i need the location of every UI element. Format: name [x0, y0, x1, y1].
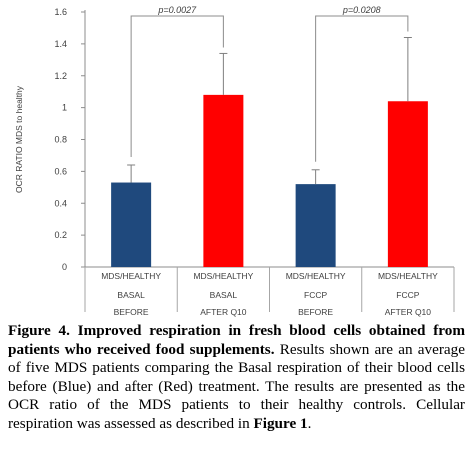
y-tick-label: 0.4: [54, 198, 67, 208]
x-category-label: AFTER Q10: [200, 307, 247, 317]
caption-figure-ref: Figure 1: [253, 414, 308, 432]
p-value-label: p=0.0208: [342, 5, 381, 15]
x-category-label: BEFORE: [298, 307, 333, 317]
bar: [295, 184, 336, 267]
y-tick-label: 1.6: [54, 7, 67, 17]
x-category-label: BEFORE: [114, 307, 149, 317]
y-tick-label: 0.2: [54, 230, 67, 240]
significance-bracket: [315, 15, 409, 162]
y-tick-label: 0.6: [54, 166, 67, 176]
x-category-label: BASAL: [210, 290, 238, 300]
x-category-label: AFTER Q10: [385, 307, 432, 317]
x-category-label: MDS/HEALTHY: [193, 271, 253, 281]
x-category-label: MDS/HEALTHY: [378, 271, 438, 281]
bar: [387, 101, 428, 267]
x-category-label: FCCP: [396, 290, 419, 300]
y-tick-label: 1.2: [54, 71, 67, 81]
significance-bracket: [130, 15, 224, 157]
y-tick-label: 0: [62, 262, 67, 272]
figure-caption: Figure 4. Improved respiration in fresh …: [8, 322, 465, 434]
bar-chart: 0 0.2 0.4 0.6 0.8 1 1.2 1.4 1.6 OCR RATIO MDS to …: [14, 5, 455, 317]
y-axis-label: OCR RATIO MDS to healthy: [14, 85, 24, 193]
x-category-label: BASAL: [117, 290, 145, 300]
y-tick-label: 0.8: [54, 135, 67, 145]
caption-end: .: [307, 414, 312, 432]
y-tick-label: 1.4: [54, 39, 67, 49]
chart: 0 0.2 0.4 0.6 0.8 1 1.2 1.4 1.6 OCR RATIO MDS to …: [14, 5, 455, 317]
x-category-label: MDS/HEALTHY: [101, 271, 161, 281]
y-tick-label: 1: [62, 103, 67, 113]
x-category-label: FCCP: [304, 290, 327, 300]
caption-body: Results shown are an average of five MDS…: [8, 340, 465, 432]
caption-title: Figure 4. Improved respiration in fresh …: [8, 322, 465, 358]
p-value-label: p=0.0027: [157, 5, 197, 15]
bar: [203, 94, 244, 267]
bar: [111, 182, 152, 267]
x-category-label: MDS/HEALTHY: [286, 271, 346, 281]
